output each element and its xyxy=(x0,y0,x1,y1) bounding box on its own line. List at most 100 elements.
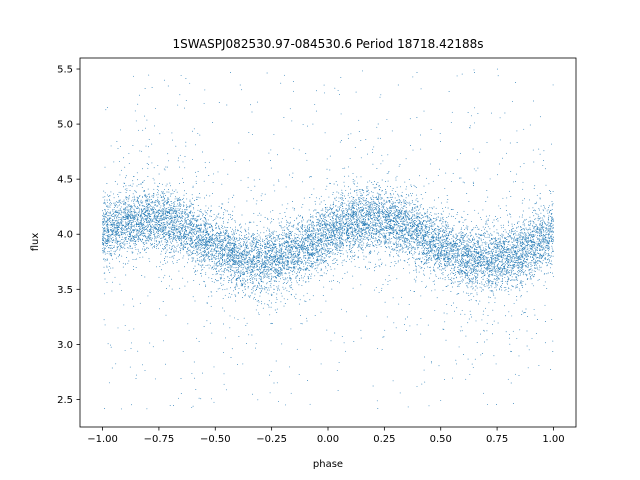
data-point xyxy=(241,235,243,237)
data-point xyxy=(358,223,360,225)
data-point xyxy=(121,228,123,230)
data-point xyxy=(286,267,288,269)
data-point xyxy=(463,237,464,239)
data-point xyxy=(404,239,406,241)
data-point xyxy=(205,273,207,275)
data-point xyxy=(423,185,425,187)
data-point xyxy=(160,241,162,243)
data-point xyxy=(143,232,144,234)
data-point xyxy=(403,242,405,244)
data-point xyxy=(234,250,236,252)
data-point xyxy=(471,281,473,283)
data-point xyxy=(520,262,522,264)
data-point xyxy=(347,210,348,212)
data-point xyxy=(425,287,427,289)
data-points xyxy=(102,68,554,410)
data-point xyxy=(409,325,411,327)
data-point xyxy=(212,193,213,195)
data-point xyxy=(362,198,364,200)
data-point xyxy=(515,82,517,83)
data-point xyxy=(281,248,283,250)
data-point xyxy=(335,196,337,198)
data-point xyxy=(247,287,249,289)
data-point xyxy=(197,263,199,265)
data-point xyxy=(444,234,446,236)
data-point xyxy=(296,260,298,262)
data-point xyxy=(190,236,192,238)
data-point xyxy=(347,204,349,206)
data-point xyxy=(461,281,463,283)
data-point xyxy=(396,252,398,254)
data-point xyxy=(174,226,176,228)
data-point xyxy=(247,272,249,274)
data-point xyxy=(198,397,200,399)
data-point xyxy=(548,254,550,256)
data-point xyxy=(213,173,215,175)
data-point xyxy=(499,288,500,290)
data-point xyxy=(455,276,457,278)
data-point xyxy=(415,215,417,217)
data-point xyxy=(549,263,551,264)
data-point xyxy=(298,260,300,262)
data-point xyxy=(103,248,105,250)
data-point xyxy=(409,218,410,220)
data-point xyxy=(184,229,186,230)
data-point xyxy=(492,250,494,252)
data-point xyxy=(196,250,198,252)
data-point xyxy=(203,221,205,223)
data-point xyxy=(325,250,327,252)
data-point xyxy=(271,253,272,254)
data-point xyxy=(324,231,326,233)
data-point xyxy=(223,277,225,279)
data-point xyxy=(289,366,291,368)
data-point xyxy=(219,241,221,243)
data-point xyxy=(326,211,328,213)
data-point xyxy=(222,218,223,220)
data-point xyxy=(446,259,448,260)
data-point xyxy=(147,188,149,190)
data-point xyxy=(356,230,358,232)
data-point xyxy=(499,273,501,275)
data-point xyxy=(332,244,334,246)
data-point xyxy=(418,216,420,218)
data-point xyxy=(115,236,116,238)
data-point xyxy=(263,272,265,274)
data-point xyxy=(430,257,432,259)
data-point xyxy=(421,242,422,244)
data-point xyxy=(131,185,133,187)
data-point xyxy=(217,280,219,281)
data-point xyxy=(448,246,450,248)
data-point xyxy=(458,242,460,243)
data-point xyxy=(218,250,219,252)
data-point xyxy=(548,190,550,192)
data-point xyxy=(182,351,184,353)
data-point xyxy=(199,261,201,262)
data-point xyxy=(310,278,312,280)
data-point xyxy=(440,258,442,259)
data-point xyxy=(284,261,286,262)
data-point xyxy=(215,223,217,225)
data-point xyxy=(233,238,235,239)
data-point xyxy=(233,250,235,252)
data-point xyxy=(220,231,222,233)
data-point xyxy=(433,268,435,270)
data-point xyxy=(360,157,362,159)
data-point xyxy=(132,183,134,185)
data-point xyxy=(320,233,322,235)
data-point xyxy=(407,218,409,220)
data-point xyxy=(225,239,227,240)
data-point xyxy=(168,218,170,219)
data-point xyxy=(414,242,416,244)
data-point xyxy=(284,226,286,228)
data-point xyxy=(522,188,524,190)
data-point xyxy=(502,197,504,199)
data-point xyxy=(306,292,308,294)
data-point xyxy=(385,191,387,193)
data-point xyxy=(522,272,524,274)
data-point xyxy=(189,255,191,257)
data-point xyxy=(512,246,514,248)
data-point xyxy=(352,227,354,229)
data-point xyxy=(489,286,491,288)
data-point xyxy=(543,215,545,216)
data-point xyxy=(277,287,279,289)
